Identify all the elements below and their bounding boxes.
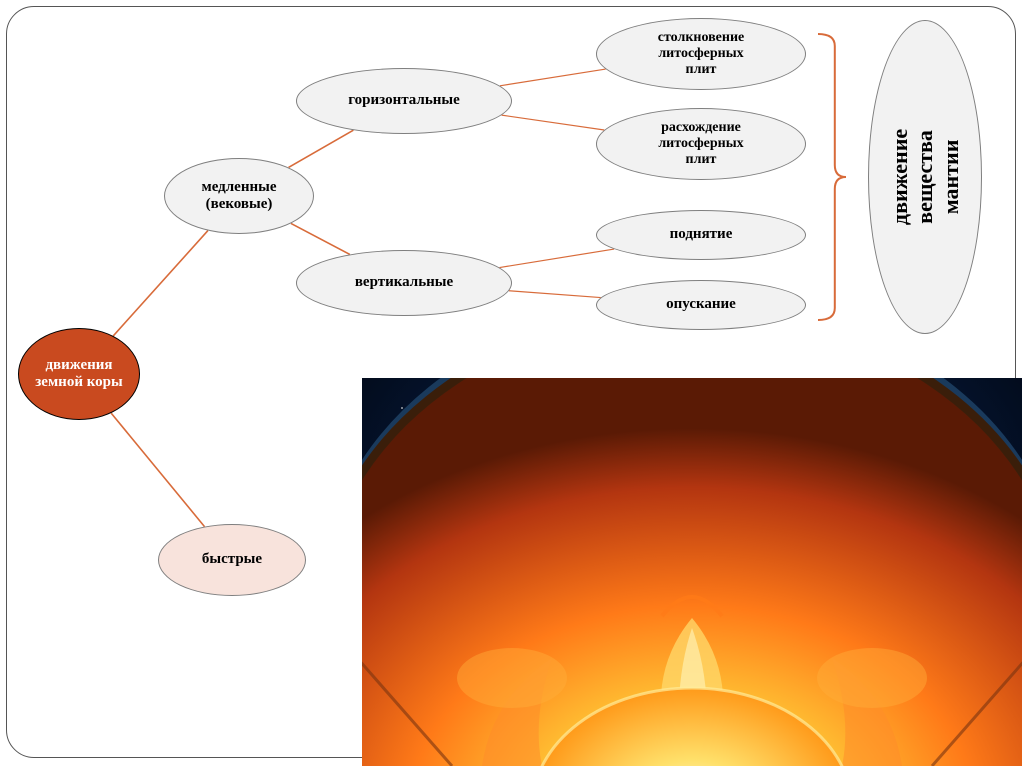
node-horizontal-label: горизонтальные bbox=[348, 92, 460, 109]
node-slow-label: медленные(вековые) bbox=[202, 179, 277, 214]
node-slow: медленные(вековые) bbox=[164, 158, 314, 234]
node-mantle-label: движениевеществамантии bbox=[887, 129, 963, 225]
node-uplift-label: поднятие bbox=[670, 226, 733, 243]
node-uplift: поднятие bbox=[596, 210, 806, 260]
node-subside-label: опускание bbox=[666, 296, 736, 313]
node-fast-label: быстрые bbox=[202, 551, 262, 568]
node-vertical: вертикальные bbox=[296, 250, 512, 316]
diagram-canvas: движенияземной коры медленные(вековые) б… bbox=[0, 0, 1024, 767]
node-root-label: движенияземной коры bbox=[35, 357, 122, 392]
node-horizontal: горизонтальные bbox=[296, 68, 512, 134]
node-divergence-label: расхождениелитосферныхплит bbox=[658, 120, 743, 168]
node-collision-label: столкновениелитосферныхплит bbox=[658, 30, 744, 78]
node-mantle: движениевеществамантии bbox=[868, 20, 982, 334]
node-divergence: расхождениелитосферныхплит bbox=[596, 108, 806, 180]
node-fast: быстрые bbox=[158, 524, 306, 596]
node-subside: опускание bbox=[596, 280, 806, 330]
earth-cutaway-image bbox=[362, 378, 1022, 766]
node-collision: столкновениелитосферныхплит bbox=[596, 18, 806, 90]
node-vertical-label: вертикальные bbox=[355, 274, 453, 291]
node-root: движенияземной коры bbox=[18, 328, 140, 420]
